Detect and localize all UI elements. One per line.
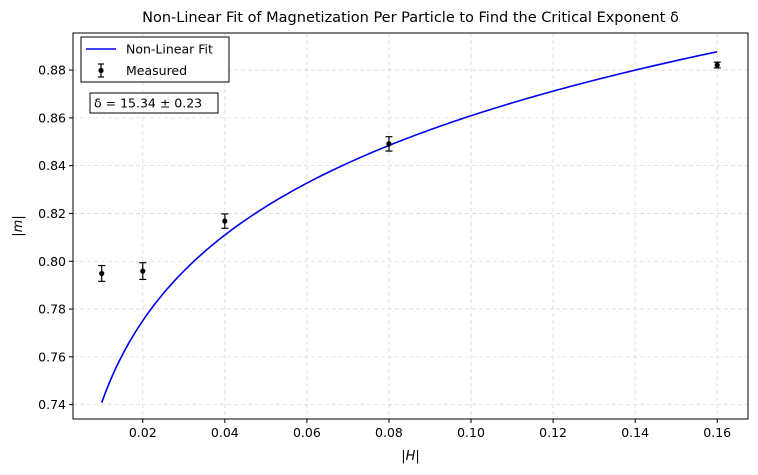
legend-errorbar-swatch [98, 63, 104, 78]
x-tick-label: 0.14 [621, 425, 649, 440]
chart-title: Non-Linear Fit of Magnetization Per Part… [142, 10, 679, 26]
legend-entry-measured: Measured [126, 63, 187, 78]
delta-annotation: δ = 15.34 ± 0.23 [89, 92, 219, 114]
x-tick-label: 0.08 [375, 425, 403, 440]
y-tick-label: 0.74 [38, 397, 66, 412]
x-tick-label: 0.12 [539, 425, 567, 440]
annotation-text: δ = 15.34 ± 0.23 [94, 96, 202, 111]
data-marker [99, 270, 105, 277]
plot-frame [72, 32, 749, 420]
y-tick-label: 0.84 [38, 158, 66, 173]
x-tick-label: 0.16 [703, 425, 731, 440]
y-tick-label: 0.80 [38, 254, 66, 269]
legend-marker-dot [98, 67, 104, 74]
data-marker [222, 218, 228, 224]
data-marker [140, 268, 146, 274]
axis-ticks: 0.02 0.04 0.06 0.08 0.10 0.12 0.14 0.16 0.74 0.76… [38, 63, 731, 440]
y-axis-label: |m| [11, 215, 26, 236]
x-tick-label: 0.10 [457, 425, 485, 440]
measured-point [98, 264, 106, 282]
data-marker [386, 141, 392, 147]
legend: Non-Linear Fit Measured [80, 36, 230, 83]
y-tick-label: 0.82 [38, 206, 66, 221]
measured-point [713, 61, 721, 69]
x-tick-label: 0.06 [293, 425, 321, 440]
x-axis-label: |H| [401, 449, 420, 464]
legend-box [80, 36, 230, 83]
x-tick-label: 0.02 [129, 425, 157, 440]
measured-point [385, 136, 393, 152]
y-tick-label: 0.76 [38, 349, 66, 364]
y-tick-label: 0.78 [38, 302, 66, 317]
legend-entry-fit: Non-Linear Fit [126, 42, 213, 57]
plot-data [98, 50, 721, 403]
y-tick-label: 0.88 [38, 63, 66, 78]
fit-curve [100, 50, 718, 403]
data-marker [714, 62, 720, 68]
measured-point [139, 262, 147, 281]
y-tick-label: 0.86 [38, 110, 66, 125]
x-tick-label: 0.04 [211, 425, 239, 440]
grid [73, 33, 748, 419]
annotation-box [89, 92, 219, 114]
measured-point [221, 213, 229, 229]
